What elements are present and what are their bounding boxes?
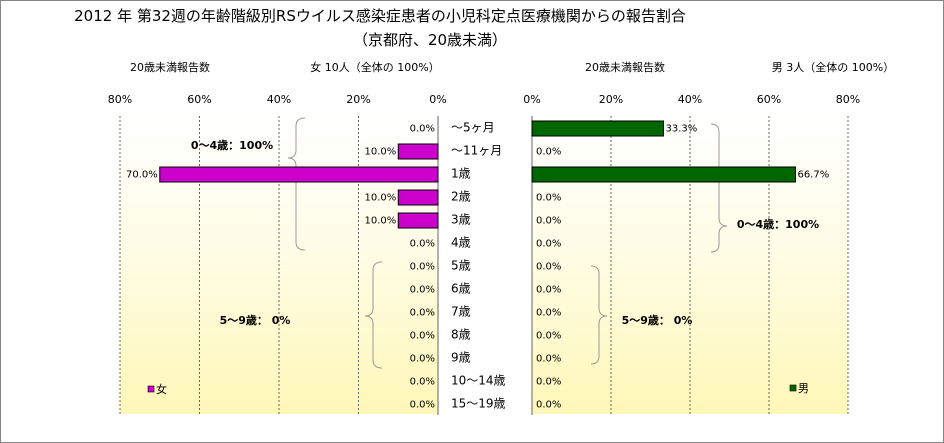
- female-bar: [397, 143, 439, 160]
- male-value-label: 0.0%: [536, 239, 561, 250]
- male-value-label: 0.0%: [536, 377, 561, 388]
- female-tick-label: 40%: [267, 93, 291, 106]
- male-value-label: 0.0%: [536, 262, 561, 273]
- male-value-label: 0.0%: [536, 331, 561, 342]
- male-bar: [531, 120, 665, 137]
- chart-title: 2012 年 第32週の年齢階級別RSウイルス感染症患者の小児科定点医療機関から…: [74, 7, 686, 25]
- category-label: ～11ヶ月: [451, 144, 502, 158]
- category-label: 10～14歳: [451, 374, 506, 388]
- male-tick-label: 40%: [678, 93, 702, 106]
- female-brace-0-4: [287, 117, 306, 251]
- category-label: 6歳: [451, 282, 471, 296]
- female-value-label: 0.0%: [410, 124, 435, 135]
- female-annotation-0-4: 0～4歳：100%: [191, 138, 273, 152]
- male-annotation-5-9: 5～9歳： 0%: [622, 313, 693, 327]
- category-label: 8歳: [451, 328, 471, 342]
- female-value-label: 10.0%: [364, 147, 396, 158]
- female-bar: [397, 189, 439, 206]
- female-value-label: 0.0%: [410, 239, 435, 250]
- female-value-label: 0.0%: [410, 354, 435, 365]
- male-tick-label: 60%: [757, 93, 781, 106]
- left-header-label: 20歳未満報告数: [130, 61, 210, 74]
- category-label: 2歳: [451, 190, 471, 204]
- female-tick-label: 20%: [346, 93, 370, 106]
- male-value-label: 33.3%: [666, 124, 698, 135]
- chart-subtitle: （京都府、20歳未満）: [353, 31, 507, 49]
- male-brace-5-9: [590, 265, 608, 365]
- female-tick-label: 60%: [187, 93, 211, 106]
- female-legend-label: 女: [156, 382, 167, 396]
- female-legend-swatch: [147, 385, 155, 393]
- male-annotation-0-4: 0～4歳：100%: [737, 217, 819, 231]
- category-label: 4歳: [451, 236, 471, 250]
- male-brace-0-4: [710, 123, 728, 253]
- female-value-label: 0.0%: [410, 400, 435, 411]
- male-tick-label: 20%: [599, 93, 623, 106]
- male-value-label: 0.0%: [536, 400, 561, 411]
- female-tick-label: 0%: [429, 93, 446, 106]
- female-brace-5-9: [364, 261, 383, 369]
- category-label: ～5ヶ月: [451, 121, 495, 135]
- female-value-label: 70.0%: [126, 170, 158, 181]
- right-header-label: 20歳未満報告数: [585, 61, 665, 74]
- male-value-label: 0.0%: [536, 216, 561, 227]
- female-annotation-5-9: 5～9歳： 0%: [220, 313, 291, 327]
- female-value-label: 0.0%: [410, 262, 435, 273]
- female-value-label: 0.0%: [410, 377, 435, 388]
- female-bar: [159, 166, 439, 183]
- left-header-summary: 女 10人（全体の 100%）: [310, 60, 439, 74]
- category-label: 3歳: [451, 213, 471, 227]
- category-label: 7歳: [451, 305, 471, 319]
- male-value-label: 66.7%: [797, 170, 829, 181]
- male-tick-label: 80%: [836, 93, 860, 106]
- female-bar: [397, 212, 439, 229]
- female-value-label: 10.0%: [364, 193, 396, 204]
- male-legend-swatch: [789, 384, 797, 392]
- male-value-label: 0.0%: [536, 193, 561, 204]
- male-tick-label: 0%: [523, 93, 540, 106]
- female-tick-label: 80%: [108, 93, 132, 106]
- female-value-label: 0.0%: [410, 331, 435, 342]
- category-label: 1歳: [451, 167, 471, 181]
- male-value-label: 0.0%: [536, 308, 561, 319]
- male-value-label: 0.0%: [536, 285, 561, 296]
- female-value-label: 0.0%: [410, 285, 435, 296]
- male-legend-label: 男: [798, 382, 809, 395]
- female-value-label: 0.0%: [410, 308, 435, 319]
- category-label: 5歳: [451, 259, 471, 273]
- male-bar: [531, 166, 796, 183]
- male-value-label: 0.0%: [536, 354, 561, 365]
- category-label: 9歳: [451, 351, 471, 365]
- right-header-summary: 男 3人（全体の 100%）: [772, 60, 894, 74]
- female-value-label: 10.0%: [364, 216, 396, 227]
- male-value-label: 0.0%: [536, 147, 561, 158]
- category-label: 15～19歳: [451, 397, 506, 411]
